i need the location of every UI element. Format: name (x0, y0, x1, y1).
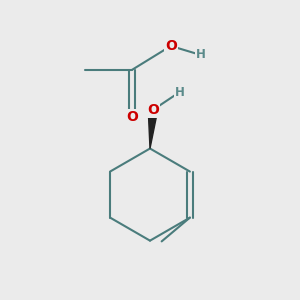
Text: H: H (175, 85, 185, 98)
Text: H: H (196, 48, 206, 62)
Text: O: O (165, 39, 177, 53)
Text: O: O (126, 110, 138, 124)
Polygon shape (148, 110, 158, 148)
Text: O: O (147, 103, 159, 117)
